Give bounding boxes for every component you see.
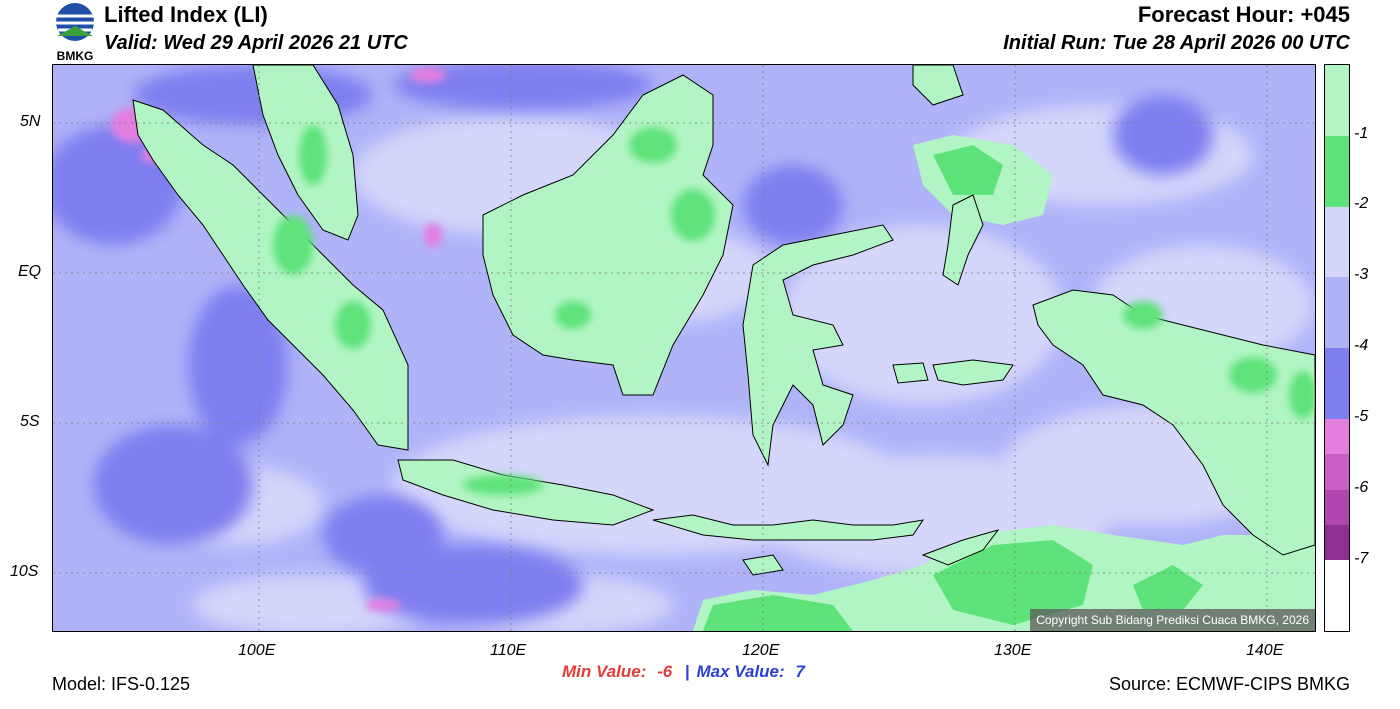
legend-swatch bbox=[1325, 418, 1349, 455]
bmkg-logo: BMKG bbox=[52, 2, 98, 63]
lat-lon-grid bbox=[53, 65, 1315, 631]
legend-swatch bbox=[1325, 135, 1349, 207]
bmkg-logo-icon bbox=[56, 3, 94, 41]
lat-label-5n: 5N bbox=[20, 113, 41, 130]
lon-label-140e: 140E bbox=[1246, 642, 1284, 659]
data-source: Source: ECMWF-CIPS BMKG bbox=[1108, 674, 1350, 694]
legend-swatch bbox=[1325, 524, 1349, 561]
landmasses bbox=[132, 65, 1315, 576]
copyright-box: Copyright Sub Bidang Prediksi Cuaca BMKG… bbox=[1030, 609, 1315, 631]
min-label: Min Value: bbox=[562, 662, 647, 681]
lat-label-5s: 5S bbox=[20, 413, 40, 430]
lat-label-eq: EQ bbox=[18, 263, 42, 280]
legend-label-3: -3 bbox=[1354, 266, 1369, 283]
lon-label-110e: 110E bbox=[490, 642, 527, 659]
max-value: 7 bbox=[795, 662, 805, 681]
copyright-text: Copyright Sub Bidang Prediksi Cuaca BMKG… bbox=[1036, 613, 1309, 627]
map-canvas bbox=[53, 65, 1315, 631]
legend-swatch bbox=[1325, 277, 1349, 348]
logo-text: BMKG bbox=[56, 49, 94, 63]
min-value: -6 bbox=[657, 662, 673, 681]
halmahera bbox=[942, 194, 984, 286]
timor bbox=[921, 529, 1000, 566]
buru bbox=[892, 362, 929, 384]
lon-label-100e: 100E bbox=[238, 642, 276, 659]
color-legend bbox=[1324, 64, 1350, 632]
legend-label-4: -4 bbox=[1354, 337, 1369, 354]
valid-time: Valid: Wed 29 April 2026 21 UTC bbox=[104, 32, 408, 54]
legend-label-6: -6 bbox=[1354, 479, 1369, 496]
mindanao bbox=[912, 65, 964, 106]
model-name: Model: IFS-0.125 bbox=[52, 674, 191, 694]
legend-swatch bbox=[1325, 348, 1349, 419]
lon-label-130e: 130E bbox=[994, 642, 1032, 659]
lon-label-120e: 120E bbox=[742, 642, 780, 659]
sumatra bbox=[132, 99, 409, 451]
lat-label-10s: 10S bbox=[10, 563, 39, 580]
legend-label-5: -5 bbox=[1354, 408, 1369, 425]
forecast-hour: Forecast Hour: +045 bbox=[1137, 2, 1350, 27]
legend-swatch bbox=[1325, 489, 1349, 525]
legend-swatch bbox=[1325, 206, 1349, 278]
sea-dark-green-areas bbox=[703, 145, 1203, 631]
legend-label-7: -7 bbox=[1354, 550, 1369, 567]
land-dark-patches bbox=[273, 125, 1315, 495]
legend-label-1: -1 bbox=[1354, 125, 1369, 142]
minmax-separator: | bbox=[684, 662, 690, 681]
max-label: Max Value: bbox=[696, 662, 785, 681]
legend-swatch bbox=[1325, 65, 1349, 136]
lifted-index-map: Copyright Sub Bidang Prediksi Cuaca BMKG… bbox=[52, 64, 1316, 632]
seram bbox=[932, 359, 1014, 386]
legend-swatch bbox=[1325, 454, 1349, 490]
initial-run: Initial Run: Tue 28 April 2026 00 UTC bbox=[1003, 32, 1350, 54]
map-title: Lifted Index (LI) bbox=[104, 2, 268, 27]
legend-label-2: -2 bbox=[1354, 195, 1369, 212]
sulawesi bbox=[742, 224, 894, 467]
min-max-readout: Min Value: -6 | Max Value: 7 bbox=[562, 662, 805, 682]
